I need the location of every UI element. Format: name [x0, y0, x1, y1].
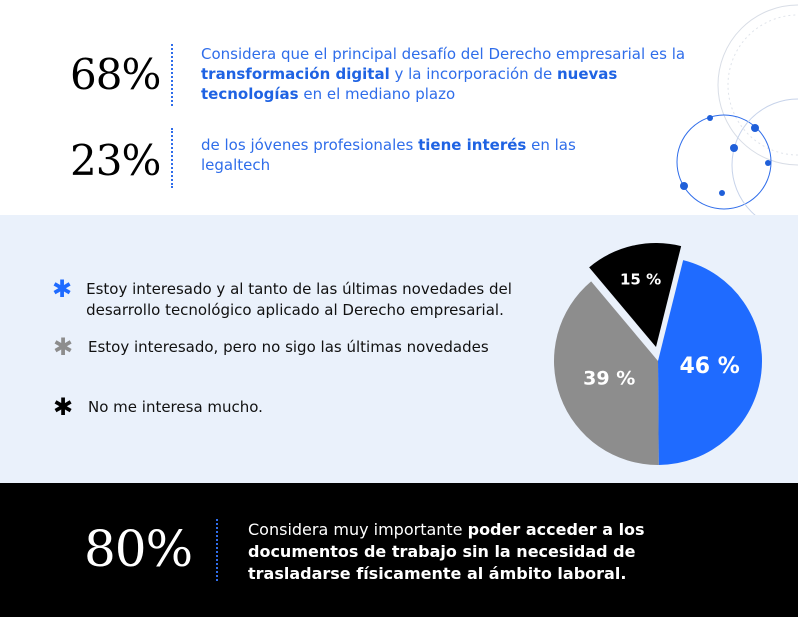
- decorative-dot: [719, 190, 725, 196]
- text-run: Considera que el principal desafío del D…: [201, 45, 686, 63]
- dotted-divider: [171, 44, 173, 106]
- text-run: en las legaltech: [201, 136, 576, 174]
- legend-item: ✱ Estoy interesado, pero no sigo las últ…: [52, 333, 547, 361]
- text-run: Considera muy importante: [248, 520, 468, 539]
- legend-item: ✱ Estoy interesado y al tanto de las últ…: [52, 275, 547, 321]
- asterisk-icon: ✱: [52, 333, 74, 361]
- stat-value: 68%: [70, 50, 161, 99]
- decorative-circle-blue-2: [731, 98, 798, 215]
- pie-slice: [658, 260, 762, 465]
- decorative-circle-blue: [676, 114, 772, 210]
- dotted-divider: [171, 128, 173, 188]
- stat-description: Considera muy importante poder acceder a…: [248, 519, 718, 585]
- decorative-circle-large: [717, 4, 798, 166]
- legend-label: Estoy interesado y al tanto de las últim…: [86, 280, 512, 319]
- text-run: y la incorporación de: [389, 65, 557, 83]
- text-run: de los jóvenes profesionales: [201, 136, 419, 154]
- asterisk-icon: ✱: [52, 393, 74, 421]
- stat-description: Considera que el principal desafío del D…: [201, 44, 691, 104]
- pie-slice: [589, 243, 682, 347]
- decorative-dot: [751, 124, 759, 132]
- stat-description: de los jóvenes profesionales tiene inter…: [201, 135, 581, 175]
- legend-label: Estoy interesado, pero no sigo las últim…: [88, 338, 489, 356]
- decorative-dot: [680, 182, 688, 190]
- decorative-orbit-graphic: [676, 4, 798, 215]
- text-run-bold: nuevas tecnologías: [201, 65, 618, 103]
- asterisk-icon: ✱: [52, 275, 73, 303]
- pie-chart: 46 % 39 % 15 %: [554, 243, 762, 465]
- stat-value: 80%: [84, 520, 193, 578]
- pie-slice: [554, 281, 659, 465]
- top-section: [0, 0, 798, 215]
- bottom-section: [0, 483, 798, 617]
- pie-slice-label: 46 %: [679, 354, 739, 379]
- legend-item: ✱ No me interesa mucho.: [52, 393, 547, 421]
- text-run-bold: tiene interés: [418, 136, 527, 154]
- pie-slice-label: 39 %: [583, 367, 635, 389]
- decorative-dot: [707, 115, 713, 121]
- dotted-divider: [216, 519, 218, 581]
- text-run-bold: transformación digital: [201, 65, 390, 83]
- text-run: en el mediano plazo: [298, 85, 456, 103]
- decorative-circle-dashed: [727, 14, 798, 156]
- legend-label: No me interesa mucho.: [88, 398, 263, 416]
- decorative-dot: [765, 160, 771, 166]
- stat-value: 23%: [70, 136, 161, 185]
- pie-slice-label: 15 %: [620, 271, 661, 289]
- decorative-dot: [730, 144, 738, 152]
- text-run-bold: poder acceder a los documentos de trabaj…: [248, 520, 645, 583]
